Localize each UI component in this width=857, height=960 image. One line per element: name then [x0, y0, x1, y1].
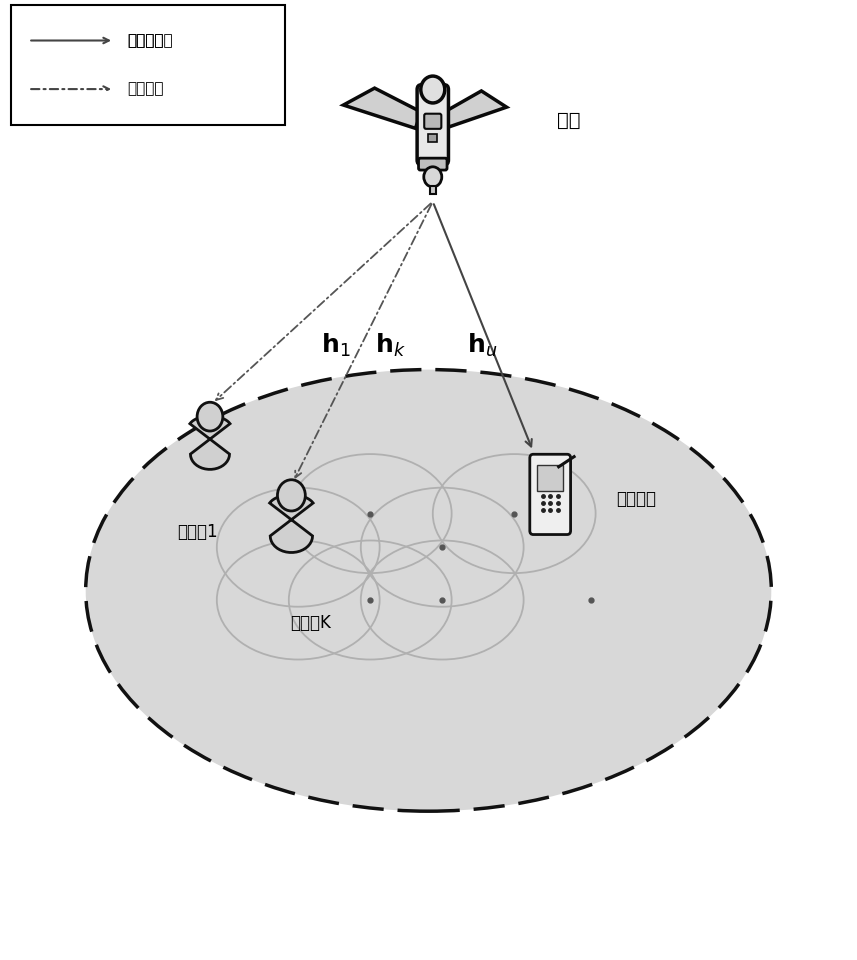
- Text: 数据链路: 数据链路: [127, 33, 164, 48]
- Circle shape: [421, 76, 445, 103]
- Circle shape: [423, 167, 442, 187]
- FancyBboxPatch shape: [428, 134, 437, 142]
- Circle shape: [278, 480, 305, 511]
- Text: 窃听者1: 窃听者1: [177, 523, 218, 541]
- Text: 卫星: 卫星: [557, 110, 580, 130]
- Text: 窃听据链路: 窃听据链路: [127, 33, 172, 48]
- Polygon shape: [344, 88, 422, 129]
- Text: $\mathbf{h}_1$: $\mathbf{h}_1$: [321, 332, 351, 359]
- FancyArrowPatch shape: [31, 86, 109, 92]
- Polygon shape: [270, 494, 313, 552]
- Text: 窃听者K: 窃听者K: [290, 614, 331, 633]
- FancyArrowPatch shape: [295, 204, 432, 478]
- FancyBboxPatch shape: [429, 185, 436, 194]
- FancyBboxPatch shape: [418, 158, 447, 170]
- FancyArrowPatch shape: [31, 37, 109, 43]
- FancyArrowPatch shape: [216, 204, 431, 400]
- Polygon shape: [190, 416, 230, 469]
- FancyBboxPatch shape: [11, 5, 285, 125]
- FancyBboxPatch shape: [424, 113, 441, 129]
- Text: 合法用户: 合法用户: [616, 491, 656, 508]
- Circle shape: [197, 402, 223, 431]
- FancyArrowPatch shape: [434, 204, 531, 446]
- Text: 窃听链路: 窃听链路: [127, 82, 164, 97]
- Text: $\mathbf{h}_k$: $\mathbf{h}_k$: [375, 332, 405, 359]
- FancyBboxPatch shape: [530, 454, 571, 535]
- Polygon shape: [444, 91, 506, 127]
- Ellipse shape: [86, 370, 771, 811]
- Text: $\mathbf{h}_u$: $\mathbf{h}_u$: [467, 332, 498, 359]
- FancyBboxPatch shape: [417, 84, 448, 165]
- FancyBboxPatch shape: [537, 466, 563, 491]
